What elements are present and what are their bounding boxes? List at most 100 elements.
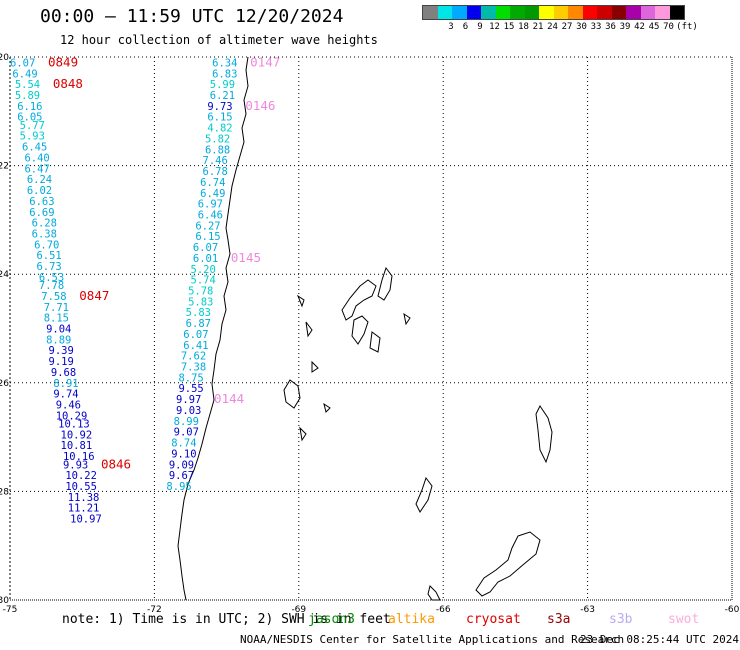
coastline xyxy=(177,56,553,601)
wave-height-value: 8.89 xyxy=(46,334,71,346)
wave-height-value: 9.19 xyxy=(49,356,74,368)
wave-height-value: 10.92 xyxy=(61,429,93,441)
wave-height-value: 6.21 xyxy=(210,90,235,102)
wave-height-value: 10.22 xyxy=(65,470,97,482)
legend-swatch xyxy=(582,6,597,19)
wave-height-value: 5.99 xyxy=(210,79,235,91)
wave-height-value: 9.97 xyxy=(176,394,201,406)
island-11 xyxy=(299,426,307,442)
legend-swatch xyxy=(539,6,554,19)
wave-height-value: 6.15 xyxy=(195,231,220,243)
island-10 xyxy=(415,476,433,513)
wave-height-value: 6.05 xyxy=(17,112,42,124)
map-grid xyxy=(9,56,733,601)
wave-height-value: 6.73 xyxy=(36,261,61,273)
wave-height-value: 6.51 xyxy=(36,250,61,262)
latitude-tick-label: -24 xyxy=(0,270,9,280)
legend-swatch xyxy=(481,6,496,19)
wave-height-value: 9.46 xyxy=(56,400,81,412)
wave-height-value: 6.15 xyxy=(207,112,232,124)
longitude-tick-label: -75 xyxy=(3,605,18,615)
legend-swatch xyxy=(611,6,626,19)
legend-swatch xyxy=(510,6,525,19)
legend-label: 24 xyxy=(547,22,558,32)
wave-height-value: 8.15 xyxy=(44,313,69,325)
axis-ticks: -75 -72 -69 -66 -63 -60 -20 -22 -24 -26 -28 -30 xyxy=(0,53,740,615)
map-subtitle: 12 hour collection of altimeter wave hei… xyxy=(60,33,378,47)
pass-time-label: 0847 xyxy=(79,288,109,303)
wave-height-value: 6.27 xyxy=(195,220,220,232)
wave-height-value: 6.53 xyxy=(39,272,64,284)
satellite-altika: altika xyxy=(388,612,435,627)
wave-height-value: 9.39 xyxy=(49,345,74,357)
island-7 xyxy=(305,321,313,338)
wave-height-value: 6.46 xyxy=(198,209,223,221)
wave-height-value: 10.97 xyxy=(70,514,102,526)
wave-height-value: 9.55 xyxy=(178,383,203,395)
legend-swatches xyxy=(422,5,685,20)
wave-height-value: 6.63 xyxy=(29,196,54,208)
wave-height-value: 6.07 xyxy=(193,242,218,254)
map-title: 00:00 – 11:59 UTC 12/20/2024 xyxy=(40,6,344,27)
wave-height-value: 9.74 xyxy=(53,389,78,401)
legend-swatch xyxy=(568,6,583,19)
pass-time-label: 0848 xyxy=(53,76,83,91)
longitude-tick-label: -60 xyxy=(725,605,740,615)
satellite-swot: swot xyxy=(668,612,700,627)
wave-height-value: 9.73 xyxy=(207,101,232,113)
island-5 xyxy=(283,379,301,409)
wave-height-value: 11.38 xyxy=(68,492,100,504)
legend-swatch xyxy=(495,6,510,19)
legend-label: 36 xyxy=(605,22,616,32)
legend-swatch xyxy=(452,6,467,19)
wave-height-value: 8.91 xyxy=(53,378,78,390)
island-1 xyxy=(341,279,377,321)
island-3 xyxy=(351,315,369,345)
island-15 xyxy=(427,585,441,601)
satellite-jason3: jason3 xyxy=(308,612,355,627)
south-america-coastline xyxy=(177,56,249,601)
legend-label: 42 xyxy=(634,22,645,32)
wave-height-value: 6.38 xyxy=(32,228,57,240)
wave-height-value: 7.71 xyxy=(44,302,69,314)
wave-height-value: 5.74 xyxy=(191,275,216,287)
wave-height-value: 9.10 xyxy=(171,448,196,460)
wave-height-value: 8.95 xyxy=(166,481,191,493)
wave-height-value: 6.74 xyxy=(200,177,225,189)
legend-swatch xyxy=(640,6,655,19)
wave-height-value: 10.81 xyxy=(61,440,93,452)
wave-height-value: 6.07 xyxy=(10,57,35,69)
island-12 xyxy=(323,402,331,413)
footer-note: note: 1) Time is in UTC; 2) SWH is in fe… xyxy=(62,612,391,627)
satellite-cryosat: cryosat xyxy=(466,612,521,627)
island-8 xyxy=(311,360,319,373)
altimeter-tracks: 6.076.4908495.545.896.166.055.775.936.45… xyxy=(10,54,280,525)
pass-time-label: 0147 xyxy=(250,54,280,69)
wave-height-value: 6.24 xyxy=(27,174,52,186)
legend-labels: 3 6 9 12 15 18 21 24 27 30 33 36 39 42 45 70 (ft) xyxy=(422,20,698,34)
wave-height-value: 6.28 xyxy=(32,218,57,230)
wave-height-value: 6.02 xyxy=(27,185,52,197)
wave-height-value: 7.38 xyxy=(181,362,206,374)
pass-time-label: 0145 xyxy=(231,250,261,265)
satellite-s3a: s3a xyxy=(547,612,571,627)
wave-height-value: 6.40 xyxy=(24,152,49,164)
legend-label: 30 xyxy=(576,22,587,32)
legend-label: 33 xyxy=(590,22,602,32)
wave-height-value: 6.16 xyxy=(17,101,42,113)
legend-label: 15 xyxy=(503,22,515,32)
wave-height-value: 5.83 xyxy=(186,307,211,319)
latitude-tick-label: -20 xyxy=(0,53,9,63)
wave-height-value: 7.58 xyxy=(41,291,66,303)
wave-height-value: 9.03 xyxy=(176,405,201,417)
wave-height-value: 6.07 xyxy=(183,329,208,341)
wave-height-value: 5.20 xyxy=(191,264,216,276)
legend-label: 70 xyxy=(663,22,674,32)
wave-height-value: 10.16 xyxy=(63,451,95,463)
wave-height-value: 9.09 xyxy=(169,459,194,471)
island-14 xyxy=(475,531,541,597)
wave-height-value: 10.29 xyxy=(56,410,88,422)
latitude-tick-label: -28 xyxy=(0,487,9,497)
wave-height-value: 10.13 xyxy=(58,419,90,431)
